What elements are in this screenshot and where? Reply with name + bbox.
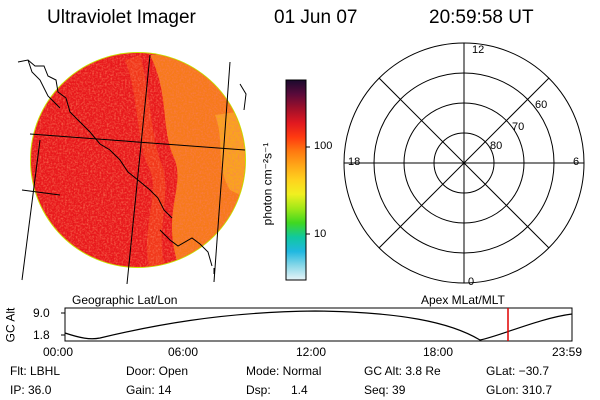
door-info: Door: Open (126, 364, 189, 378)
longitude-line-1 (126, 54, 151, 285)
mlt-label-18: 18 (348, 156, 361, 168)
colorbar-strip (285, 79, 307, 281)
gain-info: Gain: 14 (126, 383, 172, 397)
seq-info: Seq: 39 (364, 383, 406, 397)
apex-caption: Apex MLat/MLT (421, 293, 505, 307)
date-label: 01 Jun 07 (274, 7, 358, 28)
gc-alt-info: GC Alt: 3.8 Re (364, 364, 441, 378)
longitude-line-3 (21, 139, 41, 281)
mlt-label-12: 12 (472, 44, 485, 56)
coastline-4 (239, 83, 247, 111)
polar-diagonal-2 (378, 77, 550, 249)
lat-label-60: 60 (535, 99, 548, 111)
colorbar-tick-label-100: 100 (314, 140, 333, 152)
colorbar-unit-label: photon cm⁻²s⁻¹ (260, 142, 275, 226)
colorbar-tick-label-10: 10 (314, 228, 327, 240)
glon-info: GLon: 310.7 (486, 383, 553, 397)
mlt-label-0: 0 (468, 276, 475, 288)
lat-label-70: 70 (512, 121, 525, 133)
altitude-curve (64, 310, 573, 341)
geographic-overlay (17, 54, 247, 285)
altitude-strip (61, 307, 573, 342)
time-tick-2359: 23:59 (552, 345, 583, 359)
coastline-1 (17, 59, 173, 219)
polar-grid (343, 42, 585, 284)
mode-info: Mode: Normal (246, 364, 322, 378)
glat-info: GLat: −30.7 (486, 364, 550, 378)
dsp-label: Dsp: (246, 383, 271, 397)
altitude-ylabel: GC Alt (3, 307, 18, 343)
filter-info: Flt: LBHL (10, 364, 61, 378)
longitude-line-2 (213, 61, 231, 283)
colorbar (285, 79, 310, 281)
coastline-3 (159, 229, 213, 267)
time-label: 20:59:58 UT (429, 7, 534, 28)
coastline-2 (27, 59, 61, 109)
time-tick-0600: 06:00 (168, 345, 199, 359)
time-tick-0000: 00:00 (43, 345, 74, 359)
disc-speckle (31, 53, 245, 267)
uv-image-disc (30, 52, 246, 268)
geographic-caption: Geographic Lat/Lon (72, 293, 178, 307)
altitude-ytick-high: 9.0 (33, 306, 50, 320)
time-tick-1800: 18:00 (423, 345, 454, 359)
instrument-title: Ultraviolet Imager (47, 7, 196, 28)
dsp-value: 1.4 (291, 383, 308, 397)
altitude-frame (64, 307, 573, 342)
latitude-line-1 (29, 133, 246, 151)
lat-label-80: 80 (490, 140, 503, 152)
ip-info: IP: 36.0 (10, 383, 52, 397)
mlt-label-6: 6 (573, 156, 580, 168)
latitude-line-2 (21, 189, 61, 196)
time-tick-1200: 12:00 (296, 345, 327, 359)
altitude-ytick-low: 1.8 (33, 328, 50, 342)
